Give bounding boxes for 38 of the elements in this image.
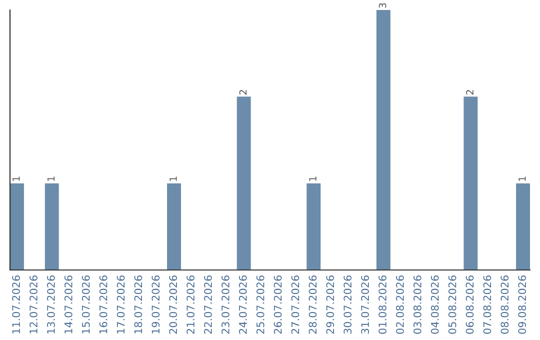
x-tick-label: 02.08.2026 (396, 276, 404, 334)
x-tick-label: 04.08.2026 (430, 276, 439, 334)
x-tick-label: 29.07.2026 (326, 276, 334, 334)
x-tick-label: 06.08.2026 (466, 276, 474, 334)
x-tick-label: 09.08.2026 (518, 276, 526, 334)
x-tick-label: 31.07.2026 (361, 276, 369, 334)
x-tick-label: 23.07.2026 (222, 276, 230, 334)
x-tick-label: 14.07.2026 (64, 276, 72, 334)
data-label: 1 (170, 176, 177, 181)
data-label: 2 (466, 90, 474, 95)
x-tick-label: 15.07.2026 (82, 276, 90, 334)
x-tick-label: 08.08.2026 (500, 276, 509, 334)
x-tick-label: 05.08.2026 (448, 276, 456, 334)
x-tick-label: 11.07.2026 (12, 276, 20, 334)
x-tick-label: 22.07.2026 (204, 276, 212, 334)
x-tick-label: 21.07.2026 (186, 276, 194, 334)
data-label: 1 (309, 176, 316, 181)
x-tick-label: 28.07.2026 (308, 276, 317, 334)
x-tick-label: 01.08.2026 (378, 276, 386, 334)
x-tick-label: 26.07.2026 (274, 276, 282, 334)
x-tick-label: 24.07.2026 (238, 276, 247, 334)
x-tick-label: 16.07.2026 (99, 276, 108, 334)
x-tick-label: 19.07.2026 (152, 276, 160, 334)
x-tick-label: 07.08.2026 (483, 276, 492, 334)
x-tick-label: 27.07.2026 (291, 276, 300, 334)
data-label: 1 (47, 176, 55, 181)
x-tick-label: 13.07.2026 (47, 276, 55, 334)
x-tick-label: 30.07.2026 (344, 276, 352, 334)
x-tick-label: 12.07.2026 (30, 276, 38, 334)
x-tick-label: 03.08.2026 (413, 276, 422, 334)
x-tick-label: 18.07.2026 (134, 276, 142, 334)
data-label: 1 (12, 176, 20, 181)
x-tick-label: 17.07.2026 (116, 276, 125, 334)
x-tick-label: 25.07.2026 (256, 276, 264, 334)
data-label: 3 (378, 3, 386, 8)
data-label: 2 (239, 90, 247, 95)
data-label: 1 (518, 176, 526, 181)
x-tick-label: 20.07.2026 (169, 276, 178, 334)
